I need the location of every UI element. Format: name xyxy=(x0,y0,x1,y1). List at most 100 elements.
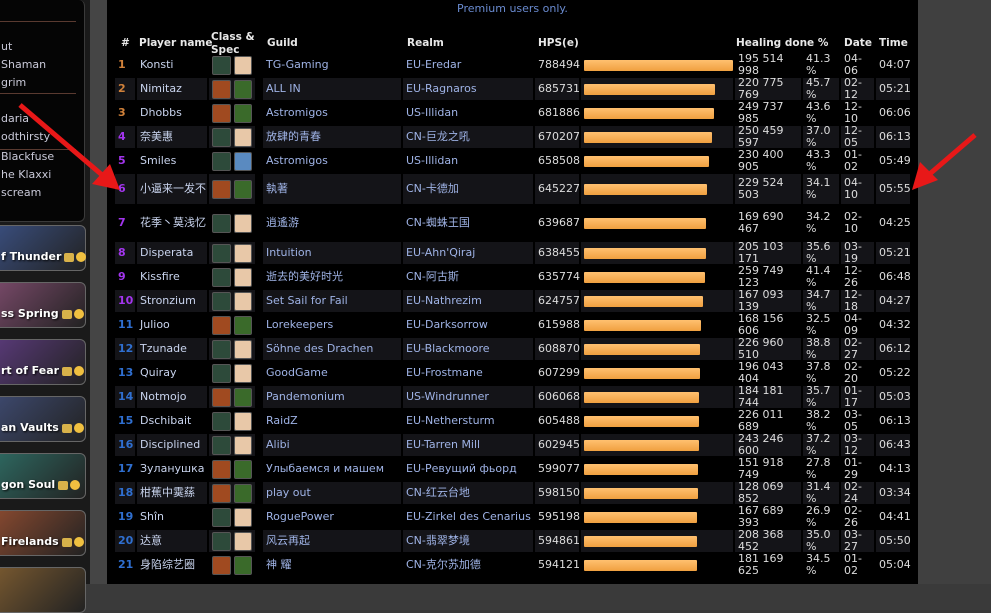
realm-link[interactable]: EU-Darksorrow xyxy=(406,318,488,331)
realm-link[interactable]: CN-红云台地 xyxy=(403,482,533,504)
player-name-link[interactable]: Stronzium xyxy=(137,290,207,312)
realm-link[interactable]: EU-Nathrezim xyxy=(403,290,533,312)
sidebar-boss-item[interactable]: Blackfuse xyxy=(1,150,55,163)
sidebar-boss-item[interactable]: scream xyxy=(1,186,42,199)
guild-link[interactable]: Set Sail for Fail xyxy=(263,290,401,312)
sidebar-boss-item[interactable]: grim xyxy=(1,76,27,89)
header-realm[interactable]: Realm xyxy=(407,37,444,49)
table-row[interactable]: 15 Dschibait RaidZ EU-Nethersturm 605488 226 … xyxy=(115,409,911,433)
table-row[interactable]: 4 奈美惠 放肆的青春 CN-巨龙之吼 670207 250 459 597 37.0 % 1… xyxy=(115,125,911,149)
player-name-link[interactable]: 奈美惠 xyxy=(137,126,207,148)
table-row[interactable]: 5 Smiles Astromigos US-Illidan 658508 230 400… xyxy=(115,149,911,173)
table-row[interactable]: 18 柑蕉中霙蕬 play out CN-红云台地 598150 128 069 852 3… xyxy=(115,481,911,505)
guild-link[interactable]: GoodGame xyxy=(266,366,328,379)
raid-tile[interactable]: f Thunder xyxy=(0,225,87,271)
guild-link[interactable]: RoguePower xyxy=(266,510,334,523)
table-row[interactable]: 9 Kissfire 逝去的美好时光 CN-阿古斯 635774 259 749 123 4… xyxy=(115,265,911,289)
realm-link[interactable]: CN-巨龙之吼 xyxy=(403,126,533,148)
guild-link[interactable]: Alibi xyxy=(263,434,401,456)
guild-link[interactable]: Lorekeepers xyxy=(266,318,334,331)
player-name-link[interactable]: 柑蕉中霙蕬 xyxy=(137,482,207,504)
sidebar-boss-item[interactable]: ut xyxy=(1,40,13,53)
realm-link[interactable]: CN-克尔苏加德 xyxy=(406,558,481,571)
header-rank[interactable]: # xyxy=(121,37,130,49)
player-name-link[interactable]: 身陷综艺圈 xyxy=(140,558,195,571)
guild-link[interactable]: 放肆的青春 xyxy=(263,126,401,148)
guild-link[interactable]: Astromigos xyxy=(266,106,328,119)
guild-link[interactable]: 逝去的美好时光 xyxy=(266,270,343,283)
realm-link[interactable]: CN-翡翠梦境 xyxy=(403,530,533,552)
player-name-link[interactable]: Disperata xyxy=(137,242,207,264)
guild-link[interactable]: TG-Gaming xyxy=(266,58,329,71)
table-row[interactable]: 6 小逼来一发不 執著 CN-卡德加 645227 229 524 503 34.1 % 04… xyxy=(115,173,911,205)
raid-tile[interactable]: gon Soul xyxy=(0,453,86,499)
table-row[interactable]: 11 Julioo Lorekeepers EU-Darksorrow 615988 16… xyxy=(115,313,911,337)
player-name-link[interactable]: Зуланушка xyxy=(140,462,205,475)
player-name-link[interactable]: Disciplined xyxy=(137,434,207,456)
guild-link[interactable]: Улыбаемся и машем xyxy=(266,462,384,475)
realm-link[interactable]: EU-Tarren Mill xyxy=(403,434,533,456)
player-name-link[interactable]: Shîn xyxy=(140,510,164,523)
table-row[interactable]: 10 Stronzium Set Sail for Fail EU-Nathrezim… xyxy=(115,289,911,313)
table-row[interactable]: 13 Quiray GoodGame EU-Frostmane 607299 196 04… xyxy=(115,361,911,385)
realm-link[interactable]: EU-Blackmoore xyxy=(403,338,533,360)
header-hps[interactable]: HPS(e) xyxy=(538,37,579,49)
table-row[interactable]: 8 Disperata Intuition EU-Ahn'Qiraj 638455 205… xyxy=(115,241,911,265)
player-name-link[interactable]: 小逼来一发不 xyxy=(137,174,207,204)
guild-link[interactable]: 執著 xyxy=(263,174,401,204)
player-name-link[interactable]: Nimitaz xyxy=(137,78,207,100)
guild-link[interactable]: RaidZ xyxy=(266,414,298,427)
header-healing-done[interactable]: Healing done % xyxy=(736,37,829,49)
guild-link[interactable]: ALL IN xyxy=(263,78,401,100)
player-name-link[interactable]: Tzunade xyxy=(137,338,207,360)
guild-link[interactable]: Pandemonium xyxy=(263,386,401,408)
table-row[interactable]: 16 Disciplined Alibi EU-Tarren Mill 602945 24… xyxy=(115,433,911,457)
realm-link[interactable]: CN-卡德加 xyxy=(403,174,533,204)
raid-tile[interactable]: an Vaults xyxy=(0,396,86,442)
table-row[interactable]: 3 Dhobbs Astromigos US-Illidan 681886 249 737… xyxy=(115,101,911,125)
player-name-link[interactable]: Julioo xyxy=(140,318,170,331)
raid-tile[interactable]: ss Spring xyxy=(0,282,86,328)
realm-link[interactable]: EU-Ragnaros xyxy=(403,78,533,100)
realm-link[interactable]: EU-Frostmane xyxy=(406,366,483,379)
table-row[interactable]: 21 身陷综艺圈 神 耀 CN-克尔苏加德 594121 181 169 625 34.5 … xyxy=(115,553,911,577)
table-row[interactable]: 2 Nimitaz ALL IN EU-Ragnaros 685731 220 775 7… xyxy=(115,77,911,101)
sidebar-boss-item[interactable]: odthirsty xyxy=(1,130,51,143)
raid-tile[interactable]: Firelands xyxy=(0,510,86,556)
guild-link[interactable]: Intuition xyxy=(263,242,401,264)
player-name-link[interactable]: Konsti xyxy=(140,58,174,71)
guild-link[interactable]: Söhne des Drachen xyxy=(263,338,401,360)
guild-link[interactable]: play out xyxy=(263,482,401,504)
player-name-link[interactable]: Quiray xyxy=(140,366,177,379)
sidebar-boss-item[interactable]: he Klaxxi xyxy=(1,168,52,181)
realm-link[interactable]: EU-Nethersturm xyxy=(406,414,495,427)
table-row[interactable]: 7 花季丶莫浅忆 逍遙游 CN-蜘蛛王国 639687 169 690 467 34.2 %… xyxy=(115,205,911,241)
realm-link[interactable]: US-Illidan xyxy=(406,106,459,119)
guild-link[interactable]: 逍遙游 xyxy=(266,216,299,229)
table-row[interactable]: 14 Notmojo Pandemonium US-Windrunner 606068 1… xyxy=(115,385,911,409)
sidebar-boss-item[interactable]: daria xyxy=(1,112,30,125)
realm-link[interactable]: EU-Eredar xyxy=(406,58,462,71)
table-row[interactable]: 19 Shîn RoguePower EU-Zirkel des Cenarius 59… xyxy=(115,505,911,529)
realm-link[interactable]: EU-Ревущий фьорд xyxy=(406,462,517,475)
player-name-link[interactable]: Smiles xyxy=(140,154,177,167)
raid-tile[interactable]: rt of Fear xyxy=(0,339,86,385)
header-time[interactable]: Time xyxy=(879,37,908,49)
guild-link[interactable]: 风云再起 xyxy=(263,530,401,552)
header-player-name[interactable]: Player name xyxy=(139,37,213,49)
realm-link[interactable]: US-Windrunner xyxy=(403,386,533,408)
realm-link[interactable]: EU-Ahn'Qiraj xyxy=(403,242,533,264)
guild-link[interactable]: 神 耀 xyxy=(266,558,292,571)
header-date[interactable]: Date xyxy=(844,37,872,49)
table-row[interactable]: 17 Зуланушка Улыбаемся и машем EU-Ревущий ф… xyxy=(115,457,911,481)
realm-link[interactable]: US-Illidan xyxy=(406,154,459,167)
player-name-link[interactable]: Notmojo xyxy=(137,386,207,408)
realm-link[interactable]: CN-阿古斯 xyxy=(406,270,459,283)
table-row[interactable]: 12 Tzunade Söhne des Drachen EU-Blackmoore 6… xyxy=(115,337,911,361)
raid-tile[interactable] xyxy=(0,567,86,613)
player-name-link[interactable]: Kissfire xyxy=(140,270,180,283)
table-row[interactable]: 20 达意 风云再起 CN-翡翠梦境 594861 208 368 452 35.0 % 03… xyxy=(115,529,911,553)
player-name-link[interactable]: Dschibait xyxy=(140,414,192,427)
realm-link[interactable]: CN-蜘蛛王国 xyxy=(406,216,470,229)
sidebar-boss-item[interactable]: Shaman xyxy=(1,58,47,71)
